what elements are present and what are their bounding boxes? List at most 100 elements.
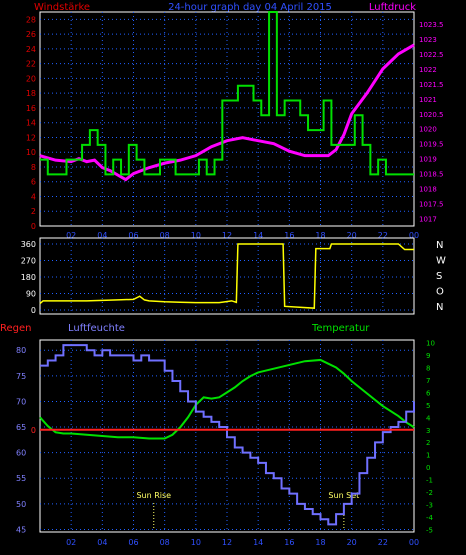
pressure-tick-label: 1020.5 [419, 111, 444, 119]
pressure-tick-label: 1017.5 [419, 201, 444, 209]
wind-tick-label: 16 [26, 104, 36, 113]
wind-pressure-x-ticks: 02 04 06 08 10 12 14 16 18 20 22 00 [66, 231, 419, 240]
wind-tick-label: 28 [26, 15, 36, 24]
humidity-step-line [40, 344, 415, 526]
pressure-tick-label: 1018 [419, 186, 437, 194]
pressure-axis-ticks: 1017 1017.5 1018 1018.5 1019 1019.5 1020 1020.5… [419, 21, 444, 224]
x-tick-label: 06 [128, 231, 138, 240]
pressure-line [39, 43, 415, 182]
temperature-tick-label: -4 [426, 514, 434, 522]
pressure-tick-label: 1022 [419, 66, 437, 74]
temperature-tick-label: 0 [426, 464, 430, 472]
wind-tick-label: 12 [26, 133, 36, 142]
wind-step-line [40, 11, 414, 176]
pressure-axis-label: Luftdruck [369, 2, 416, 13]
x-tick-label: 18 [315, 538, 325, 547]
wind-tick-label: 10 [26, 148, 36, 157]
x-tick-label: 14 [253, 231, 263, 240]
pressure-tick-label: 1018.5 [419, 171, 444, 179]
pressure-tick-label: 1020 [419, 126, 437, 134]
x-tick-label: 10 [191, 231, 201, 240]
wind-tick-label: 14 [26, 119, 36, 128]
humidity-tick-label: 55 [16, 474, 26, 483]
wind-tick-label: 4 [31, 192, 36, 201]
pressure-tick-label: 1023.5 [419, 21, 444, 29]
pressure-tick-label: 1019.5 [419, 141, 444, 149]
x-tick-label: 08 [160, 538, 170, 547]
pressure-tick-label: 1017 [419, 216, 437, 224]
x-tick-label: 16 [284, 231, 294, 240]
temperature-tick-label: 2 [426, 439, 430, 447]
temperature-tick-label: 8 [426, 364, 430, 372]
temperature-axis-label: Temperatur [311, 323, 370, 334]
temperature-tick-label: -2 [426, 489, 433, 497]
pressure-tick-label: 1019 [419, 156, 437, 164]
pressure-tick-label: 1022.5 [419, 51, 444, 59]
sun-annotation-label: Sun Rise [136, 491, 171, 500]
x-tick-label: 12 [222, 538, 232, 547]
x-tick-label: 20 [347, 231, 357, 240]
humidity-tick-label: 60 [16, 449, 26, 458]
x-tick-label: 10 [191, 538, 201, 547]
humidity-tick-label: 80 [16, 346, 26, 355]
humidity-tick-label: 65 [16, 423, 26, 432]
wind-tick-label: 26 [26, 30, 36, 39]
direction-tick-label: 0 [31, 306, 36, 315]
compass-label: O [436, 287, 444, 298]
rain-tick-label: 0 [31, 426, 36, 435]
wind-tick-label: 2 [31, 207, 36, 216]
x-tick-label: 00 [409, 538, 419, 547]
temperature-tick-label: 3 [426, 427, 430, 435]
temperature-tick-label: 5 [426, 402, 430, 410]
x-tick-label: 14 [253, 538, 263, 547]
compass-label: N [436, 302, 443, 313]
wind-tick-label: 24 [26, 45, 36, 54]
temperature-line [39, 358, 415, 440]
sun-annotation-label: Sun Set [328, 491, 359, 500]
direction-tick-label: 180 [21, 273, 36, 282]
temperature-tick-label: -5 [426, 527, 433, 535]
sun-annotations: Sun Rise Sun Set [136, 491, 359, 528]
direction-tick-label: 270 [21, 257, 36, 266]
temperature-tick-label: 10 [426, 339, 435, 347]
x-tick-label: 16 [284, 538, 294, 547]
wind-tick-label: 8 [31, 163, 36, 172]
pressure-tick-label: 1021 [419, 96, 437, 104]
direction-tick-label: 360 [21, 240, 36, 249]
x-tick-label: 18 [315, 231, 325, 240]
humidity-temperature-x-ticks: 02 04 06 08 10 12 14 16 18 20 22 00 [66, 538, 419, 547]
x-tick-label: 22 [378, 538, 388, 547]
wind-tick-label: 22 [26, 60, 36, 69]
direction-grid [40, 238, 414, 314]
x-tick-label: 06 [128, 538, 138, 547]
compass-label: W [436, 256, 446, 267]
temperature-tick-label: -3 [426, 502, 433, 510]
x-tick-label: 04 [97, 231, 107, 240]
pressure-tick-label: 1023 [419, 36, 437, 44]
direction-axis-ticks: 360 270 180 90 0 [21, 240, 36, 315]
humidity-axis-label: Luftfeuchte [68, 323, 125, 334]
wind-tick-label: 20 [26, 74, 36, 83]
x-tick-label: 22 [378, 231, 388, 240]
temperature-tick-label: 7 [426, 377, 430, 385]
humidity-axis-ticks: 45 50 55 60 65 70 75 80 0 [16, 346, 36, 534]
x-tick-label: 12 [222, 231, 232, 240]
humidity-tick-label: 50 [16, 500, 26, 509]
x-tick-label: 04 [97, 538, 107, 547]
wind-tick-label: 18 [26, 89, 36, 98]
x-tick-label: 08 [160, 231, 170, 240]
temperature-tick-label: 4 [426, 414, 431, 422]
x-tick-label: 02 [66, 231, 76, 240]
chart-title: 24-hour graph day 04 April 2015 [168, 2, 332, 13]
direction-tick-label: 90 [26, 290, 36, 299]
humidity-tick-label: 75 [16, 372, 26, 381]
compass-label: N [436, 240, 443, 251]
rain-axis-label: Regen [0, 323, 32, 334]
wind-tick-label: 6 [31, 178, 36, 187]
wind-tick-label: 0 [31, 222, 36, 231]
x-tick-label: 20 [347, 538, 357, 547]
temperature-tick-label: 1 [426, 452, 430, 460]
x-tick-label: 02 [66, 538, 76, 547]
